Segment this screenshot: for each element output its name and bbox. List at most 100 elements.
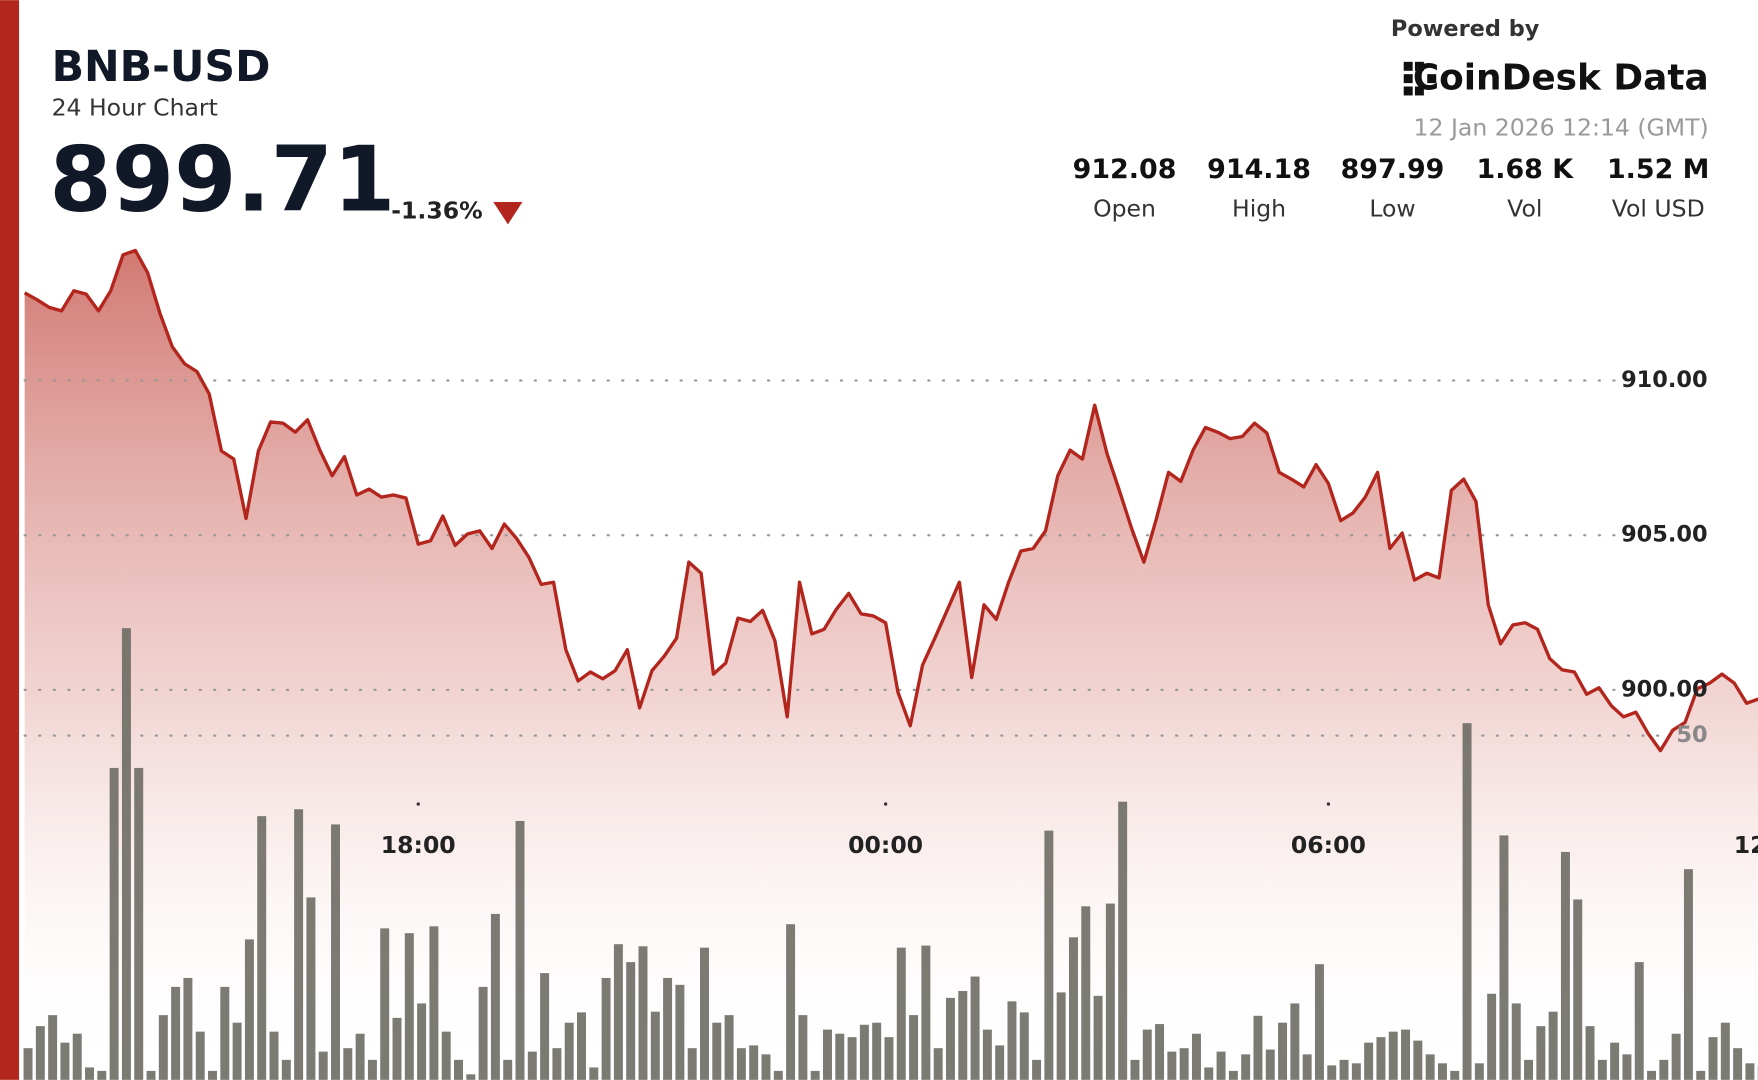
volume-bar xyxy=(220,986,230,1080)
volume-bar xyxy=(982,1029,992,1080)
x-tick-label: 18:00 xyxy=(381,831,456,859)
volume-bar xyxy=(380,928,390,1080)
price-line xyxy=(23,248,1758,753)
volume-bar xyxy=(1093,995,1103,1080)
volume-bar xyxy=(1450,1070,1460,1080)
volume-bar xyxy=(700,947,709,1080)
volume-bar xyxy=(675,984,685,1080)
volume-bar xyxy=(318,1051,328,1080)
volume-bar xyxy=(1487,993,1497,1080)
volume-bar xyxy=(872,1022,882,1080)
accent-bar xyxy=(0,0,20,1080)
volume-bar xyxy=(60,1042,70,1080)
volume-bar xyxy=(1130,1059,1140,1080)
volume-bar xyxy=(1413,1040,1423,1080)
volume-bar xyxy=(1425,1054,1435,1080)
volume-bar xyxy=(195,1031,205,1080)
volume-bar xyxy=(933,1048,943,1080)
volume-bar xyxy=(1032,1059,1042,1080)
volume-bar xyxy=(1339,1059,1349,1080)
volume-bar xyxy=(650,1011,660,1080)
volume-bar xyxy=(1327,1065,1337,1080)
plot-area: 18:00 00:00 06:00 12:00 910.00 905.00 900.00 50 xyxy=(23,248,1758,1080)
volume-bar xyxy=(1019,1012,1029,1080)
volume-bar xyxy=(835,1033,845,1080)
price: 899.71 xyxy=(49,129,395,233)
volume-bar xyxy=(35,1026,45,1080)
volume-bar xyxy=(331,824,340,1080)
stat-label: Low xyxy=(1369,194,1415,222)
volume-bar xyxy=(417,1003,427,1080)
volume-bar xyxy=(466,1074,476,1080)
y-tick-label: 910.00 xyxy=(1621,367,1707,393)
volume-bar xyxy=(23,1048,33,1080)
volume-bar xyxy=(121,628,131,1080)
volume-bar xyxy=(1056,992,1066,1080)
volume-bar xyxy=(884,1037,894,1080)
volume-bar xyxy=(786,924,796,1080)
volume-bar xyxy=(1708,1037,1718,1080)
volume-bar xyxy=(306,897,316,1080)
volume-bar xyxy=(687,1048,697,1080)
y-tick-label: 905.00 xyxy=(1621,522,1707,548)
volume-bar xyxy=(171,986,181,1080)
volume-bar xyxy=(970,976,980,1080)
stat-value: 897.99 xyxy=(1341,154,1445,185)
volume-bar xyxy=(1622,1054,1632,1080)
x-tick xyxy=(1326,802,1331,806)
volume-bar xyxy=(1573,899,1583,1080)
volume-bar xyxy=(244,939,254,1080)
volume-bar xyxy=(1376,1037,1386,1080)
volume-bar xyxy=(429,926,439,1080)
volume-bar xyxy=(1364,1042,1374,1080)
volume-bar xyxy=(208,1070,218,1080)
volume-bar xyxy=(232,1022,242,1080)
volume-bar xyxy=(577,1012,586,1080)
volume-bar xyxy=(1228,1070,1238,1080)
y-tick-label: 900.00 xyxy=(1621,676,1707,702)
volume-bar xyxy=(1696,1070,1706,1080)
volume-bar xyxy=(1388,1031,1398,1080)
volume-bar xyxy=(1314,964,1324,1080)
volume-bar xyxy=(85,1067,95,1080)
volume-bar xyxy=(404,933,414,1080)
volume-bar xyxy=(921,945,931,1080)
volume-bar xyxy=(1610,1042,1620,1080)
down-arrow xyxy=(493,201,523,225)
volume-bar xyxy=(441,1031,451,1080)
volume-bar xyxy=(736,1048,746,1080)
volume-bar xyxy=(1118,801,1128,1080)
volume-bar xyxy=(146,1070,156,1080)
powered-by: Powered by xyxy=(1391,16,1540,42)
volume-bar xyxy=(1253,1015,1263,1080)
subtitle: 24 Hour Chart xyxy=(52,93,218,121)
volume-bar xyxy=(1290,1003,1300,1080)
volume-bar xyxy=(724,1015,734,1080)
volume-bar xyxy=(1265,1049,1275,1080)
volume-bar xyxy=(1474,1063,1484,1080)
volume-bar xyxy=(281,1059,291,1080)
volume-bar xyxy=(822,1029,832,1080)
volume-bar xyxy=(1597,1059,1607,1080)
volume-bar xyxy=(257,816,267,1080)
y2-tick-label: 50 xyxy=(1676,722,1707,748)
volume-bar xyxy=(1191,1033,1201,1080)
volume-bar xyxy=(343,1048,353,1080)
symbol: BNB-USD xyxy=(52,42,271,92)
price-area xyxy=(24,250,1758,1080)
volume-bar xyxy=(183,977,193,1080)
volume-bar xyxy=(355,1033,365,1080)
volume-bar xyxy=(1560,851,1570,1080)
volume-bar xyxy=(454,1059,463,1080)
stat-value: 914.18 xyxy=(1207,154,1311,185)
volume-bar xyxy=(515,820,525,1080)
volume-bar xyxy=(859,1024,869,1080)
stat-label: Open xyxy=(1093,194,1156,222)
volume-bar xyxy=(909,1015,919,1080)
volume-bar xyxy=(589,1067,599,1080)
volume-bar xyxy=(1499,835,1509,1080)
volume-bar xyxy=(1548,1011,1558,1080)
stat-label: High xyxy=(1232,194,1286,222)
